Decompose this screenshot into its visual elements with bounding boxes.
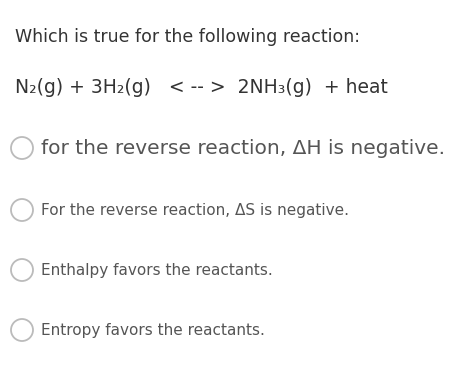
- Ellipse shape: [11, 199, 33, 221]
- Text: Entropy favors the reactants.: Entropy favors the reactants.: [41, 323, 265, 338]
- Ellipse shape: [11, 137, 33, 159]
- Text: for the reverse reaction, ΔH is negative.: for the reverse reaction, ΔH is negative…: [41, 138, 445, 157]
- Text: For the reverse reaction, ΔS is negative.: For the reverse reaction, ΔS is negative…: [41, 203, 349, 217]
- Ellipse shape: [11, 259, 33, 281]
- Ellipse shape: [11, 319, 33, 341]
- Text: Which is true for the following reaction:: Which is true for the following reaction…: [15, 28, 360, 46]
- Text: N₂(g) + 3H₂(g)   < -- >  2NH₃(g)  + heat: N₂(g) + 3H₂(g) < -- > 2NH₃(g) + heat: [15, 78, 388, 97]
- Text: Enthalpy favors the reactants.: Enthalpy favors the reactants.: [41, 263, 273, 278]
